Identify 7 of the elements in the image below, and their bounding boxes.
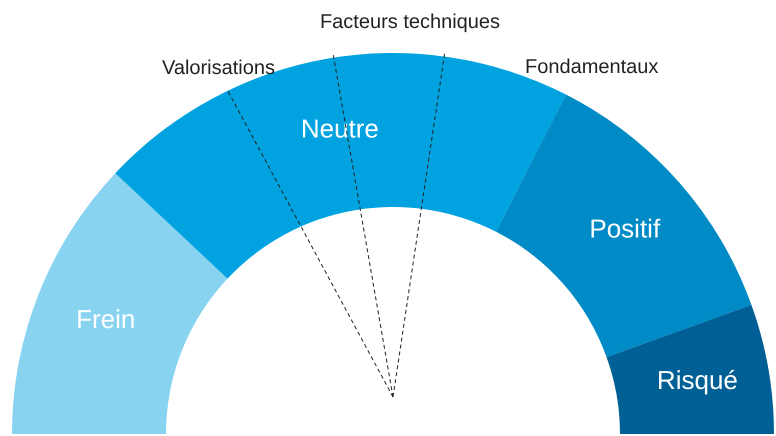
slice-label: Risqué (656, 364, 738, 395)
text: Fondamentaux (525, 56, 658, 78)
text: Facteurs techniques (320, 11, 500, 33)
text: Valorisations (162, 57, 275, 79)
slice-label: Neutre (300, 114, 379, 144)
slice-label: Frein (76, 304, 136, 334)
slice-label: Positif (589, 214, 661, 244)
